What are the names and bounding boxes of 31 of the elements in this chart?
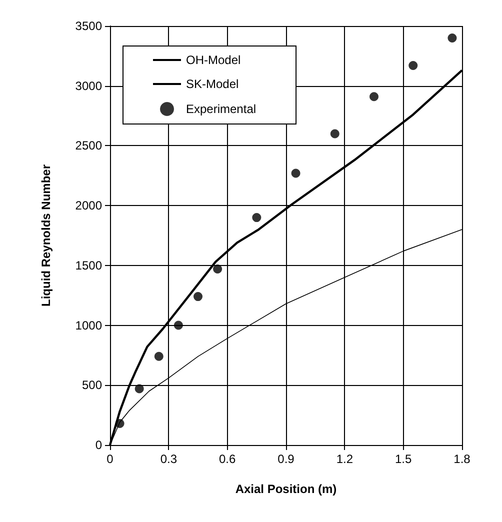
point <box>134 384 144 394</box>
point <box>252 213 262 222</box>
y-tick-label: 2500 <box>75 138 102 153</box>
x-tick-label: 1.2 <box>336 452 354 466</box>
x-tick-label: 1.5 <box>394 452 412 466</box>
legend-label: Experimental <box>186 102 256 116</box>
y-tick-label: 0 <box>95 438 102 452</box>
y-tick-label: 3500 <box>75 19 102 33</box>
point <box>370 92 378 102</box>
x-tick-label: 1.8 <box>454 452 471 466</box>
y-tick-label: 500 <box>82 378 102 392</box>
x-tick-label: 0 <box>106 452 114 466</box>
point <box>213 264 222 274</box>
point <box>174 320 183 330</box>
point <box>330 129 340 138</box>
x-axis-title: Axial Position (m) <box>235 482 337 496</box>
y-tick-label: 3000 <box>75 78 102 93</box>
point <box>194 292 202 302</box>
point <box>448 33 457 42</box>
y-tick-label: 1000 <box>75 318 102 332</box>
y-axis-title: Liquid Reynolds Number <box>39 164 53 307</box>
point <box>291 168 300 178</box>
x-tick-label: 0.6 <box>218 452 236 466</box>
x-tick-label: 0.9 <box>278 452 295 466</box>
point <box>408 61 418 70</box>
point <box>154 352 164 361</box>
legend-label: SK-Model <box>186 77 239 91</box>
y-tick-label: 2000 <box>75 198 102 213</box>
x-tick-label: 0.3 <box>160 452 178 466</box>
legend-label: OH-Model <box>186 53 241 67</box>
y-tick-label: 1500 <box>75 258 102 272</box>
